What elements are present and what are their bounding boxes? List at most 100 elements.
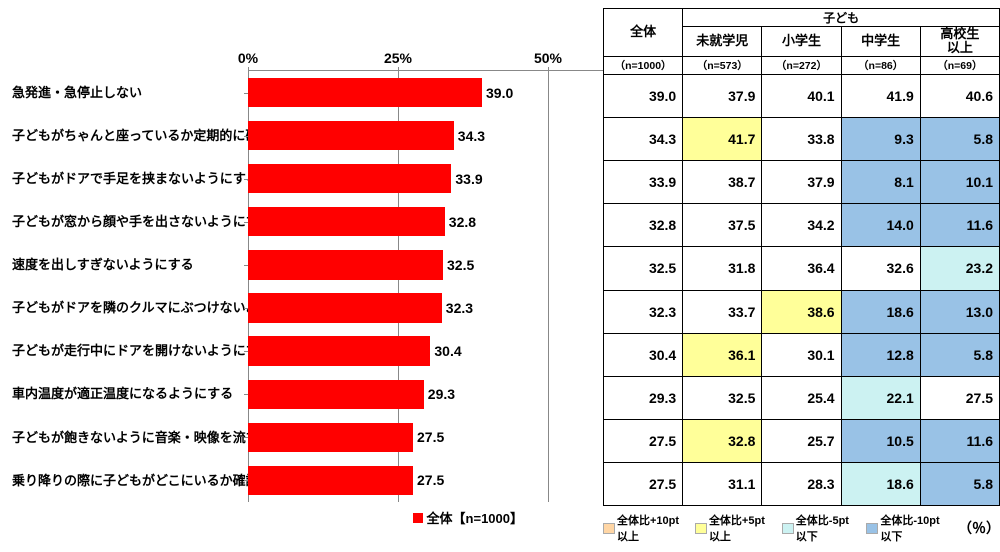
- table-cell: 32.5: [683, 376, 762, 419]
- col-n: （n=69）: [920, 56, 999, 74]
- bar-value: 32.8: [445, 214, 476, 230]
- table-row: 33.938.737.98.110.1: [604, 160, 1000, 203]
- table-cell: 40.6: [920, 74, 999, 117]
- table-cell: 11.6: [920, 420, 999, 463]
- legend-swatch: [695, 523, 707, 534]
- bar-value: 27.5: [413, 472, 444, 488]
- table-cell: 27.5: [604, 420, 683, 463]
- category-label: 子どもが飽きないように音楽・映像を流す: [12, 430, 248, 446]
- category-label: 車内温度が適正温度になるようにする: [12, 386, 248, 402]
- table-cell: 5.8: [920, 117, 999, 160]
- col-header: 高校生以上: [920, 27, 999, 57]
- col-n: （n=86）: [841, 56, 920, 74]
- table-cell: 14.0: [841, 204, 920, 247]
- col-group-header: 子ども: [683, 9, 1000, 27]
- legend-swatch: [413, 513, 423, 523]
- table-cell: 32.8: [604, 204, 683, 247]
- category-label: 速度を出しすぎないようにする: [12, 257, 248, 273]
- bar-chart: 0% 25% 50% 急発進・急停止しない39.0子どもがちゃんと座っているか定期的…: [8, 8, 603, 527]
- table-cell: 27.5: [920, 376, 999, 419]
- bar-value: 32.5: [443, 257, 474, 273]
- table-cell: 32.8: [683, 420, 762, 463]
- axis-tick-label: 0%: [238, 50, 258, 66]
- table-cell: 37.9: [762, 160, 841, 203]
- legend-label: 全体比-10pt以下: [880, 512, 948, 544]
- table-cell: 37.5: [683, 204, 762, 247]
- table-cell: 29.3: [604, 376, 683, 419]
- col-n: （n=573）: [683, 56, 762, 74]
- table-cell: 11.6: [920, 204, 999, 247]
- category-label: 子どもがちゃんと座っているか定期的に確認する: [12, 128, 248, 144]
- table-cell: 32.3: [604, 290, 683, 333]
- bar-row: 速度を出しすぎないようにする32.5: [248, 243, 603, 286]
- table-cell: 18.6: [841, 290, 920, 333]
- table-cell: 18.6: [841, 463, 920, 506]
- bar-row: 子どもが走行中にドアを開けないようにする30.4: [248, 330, 603, 373]
- root: 0% 25% 50% 急発進・急停止しない39.0子どもがちゃんと座っているか定期的…: [8, 8, 992, 544]
- table-cell: 10.1: [920, 160, 999, 203]
- table-row: 32.333.738.618.613.0: [604, 290, 1000, 333]
- table-cell: 31.1: [683, 463, 762, 506]
- col-n: （n=272）: [762, 56, 841, 74]
- table-cell: 38.6: [762, 290, 841, 333]
- bar-value: 34.3: [454, 128, 485, 144]
- table-row: 34.341.733.89.35.8: [604, 117, 1000, 160]
- category-label: 乗り降りの際に子どもがどこにいるか確認する: [12, 473, 248, 489]
- axis-tick-label: 50%: [534, 50, 562, 66]
- bar-row: 車内温度が適正温度になるようにする29.3: [248, 373, 603, 416]
- table-cell: 32.6: [841, 247, 920, 290]
- table-cell: 40.1: [762, 74, 841, 117]
- legend-label: 全体比+10pt以上: [617, 512, 687, 544]
- table-cell: 38.7: [683, 160, 762, 203]
- table-legend: 全体比+10pt以上全体比+5pt以上全体比-5pt以下全体比-10pt以下（％…: [603, 512, 1000, 544]
- bar-row: 子どもがちゃんと座っているか定期的に確認する34.3: [248, 114, 603, 157]
- table-row: 30.436.130.112.85.8: [604, 333, 1000, 376]
- category-label: 子どもが窓から顔や手を出さないようにする: [12, 214, 248, 230]
- table-cell: 36.1: [683, 333, 762, 376]
- table-row: 32.837.534.214.011.6: [604, 204, 1000, 247]
- table-cell: 34.2: [762, 204, 841, 247]
- legend-suffix: （％）: [958, 518, 1000, 538]
- bar-row: 急発進・急停止しない39.0: [248, 71, 603, 114]
- chart-legend: 全体【n=1000】: [8, 508, 603, 527]
- bar-row: 子どもが飽きないように音楽・映像を流す27.5: [248, 416, 603, 459]
- table-cell: 39.0: [604, 74, 683, 117]
- table-cell: 30.1: [762, 333, 841, 376]
- legend-swatch: [866, 523, 878, 534]
- table-cell: 30.4: [604, 333, 683, 376]
- table-cell: 41.7: [683, 117, 762, 160]
- table-row: 39.037.940.141.940.6: [604, 74, 1000, 117]
- col-n: （n=1000）: [604, 56, 683, 74]
- table-cell: 41.9: [841, 74, 920, 117]
- bar: 27.5: [248, 466, 413, 495]
- bar: 27.5: [248, 423, 413, 452]
- table-cell: 22.1: [841, 376, 920, 419]
- table-cell: 34.3: [604, 117, 683, 160]
- table-cell: 9.3: [841, 117, 920, 160]
- table-cell: 23.2: [920, 247, 999, 290]
- category-label: 子どもが走行中にドアを開けないようにする: [12, 343, 248, 359]
- bar: 34.3: [248, 121, 454, 150]
- table-cell: 8.1: [841, 160, 920, 203]
- bar-row: 子どもが窓から顔や手を出さないようにする32.8: [248, 200, 603, 243]
- table-cell: 33.9: [604, 160, 683, 203]
- bar: 33.9: [248, 164, 451, 193]
- bar-value: 30.4: [430, 343, 461, 359]
- table-cell: 25.4: [762, 376, 841, 419]
- table-cell: 31.8: [683, 247, 762, 290]
- table-cell: 5.8: [920, 463, 999, 506]
- legend-swatch: [782, 523, 794, 534]
- table-cell: 5.8: [920, 333, 999, 376]
- bar-value: 27.5: [413, 429, 444, 445]
- bar-row: 子どもがドアで手足を挟まないようにする33.9: [248, 157, 603, 200]
- bar: 32.5: [248, 250, 443, 279]
- legend-label: 全体比-5pt以下: [796, 512, 859, 544]
- axis-tick-label: 25%: [384, 50, 412, 66]
- table-cell: 25.7: [762, 420, 841, 463]
- table-cell: 27.5: [604, 463, 683, 506]
- col-header: 中学生: [841, 27, 920, 57]
- plot-area: 急発進・急停止しない39.0子どもがちゃんと座っているか定期的に確認する34.3…: [248, 70, 603, 502]
- table-cell: 32.5: [604, 247, 683, 290]
- table-row: 32.531.836.432.623.2: [604, 247, 1000, 290]
- bar-value: 29.3: [424, 386, 455, 402]
